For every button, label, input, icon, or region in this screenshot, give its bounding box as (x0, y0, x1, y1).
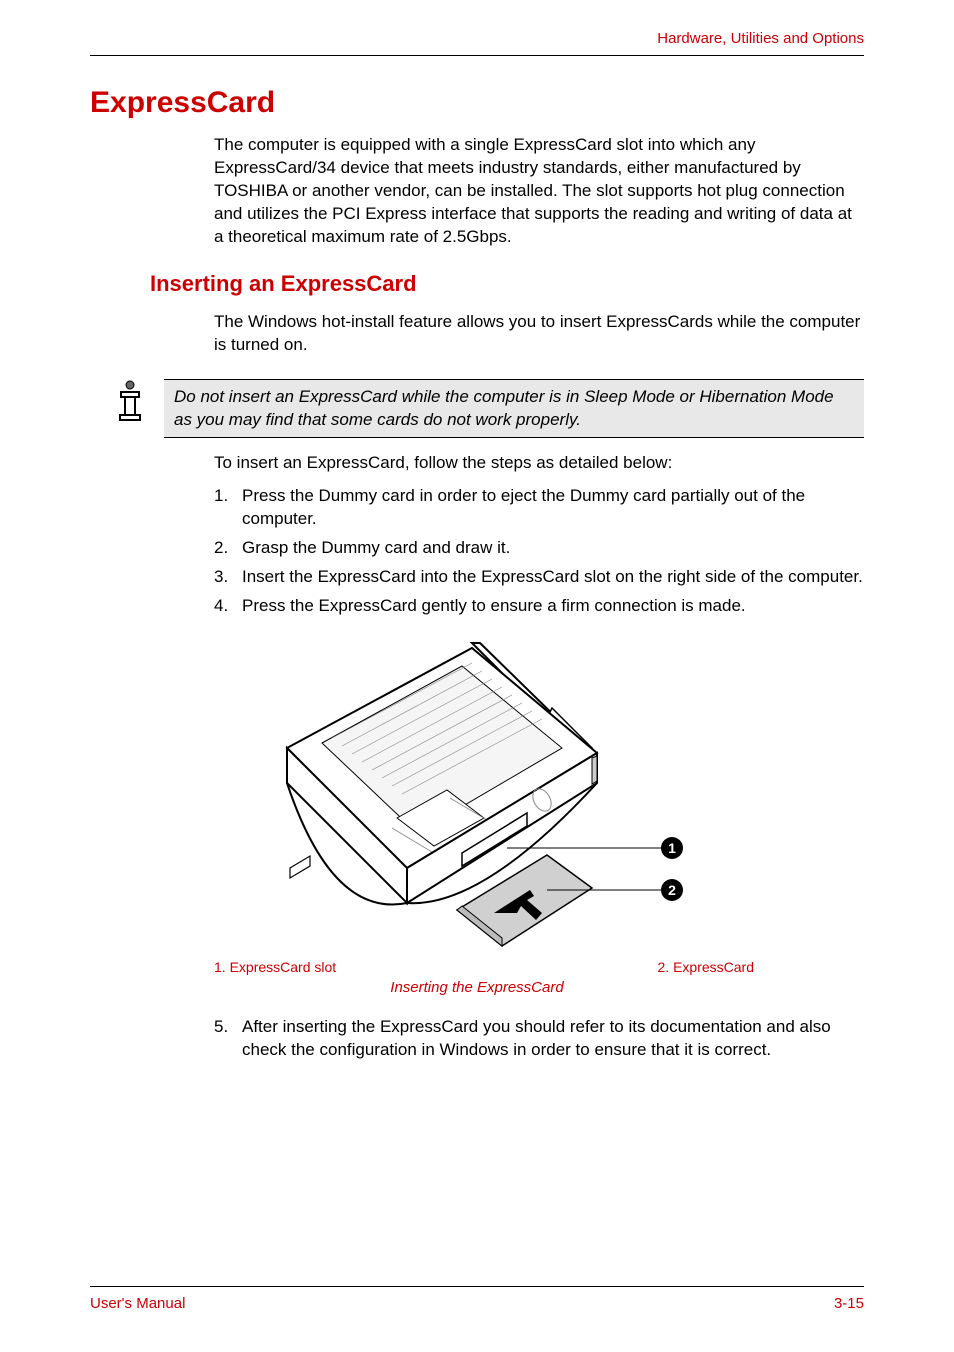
step-item: 5. After inserting the ExpressCard you s… (214, 1016, 864, 1062)
main-heading: ExpressCard (90, 86, 864, 120)
step-text: Grasp the Dummy card and draw it. (242, 537, 864, 560)
figure-caption: Inserting the ExpressCard (90, 979, 864, 996)
step-text: After inserting the ExpressCard you shou… (242, 1016, 864, 1062)
figure-legend: 1. ExpressCard slot 2. ExpressCard (214, 959, 754, 975)
step-item: 1. Press the Dummy card in order to ejec… (214, 485, 864, 531)
step-number: 3. (214, 566, 242, 589)
legend-1: 1. ExpressCard slot (214, 959, 336, 975)
step-text: Press the Dummy card in order to eject t… (242, 485, 864, 531)
step-item: 3. Insert the ExpressCard into the Expre… (214, 566, 864, 589)
figure-diagram: 1 2 (90, 638, 864, 953)
callout-1: 1 (668, 840, 676, 856)
header-text: Hardware, Utilities and Options (90, 30, 864, 56)
sub-heading: Inserting an ExpressCard (150, 271, 864, 297)
info-icon (110, 379, 150, 423)
post-step-list: 5. After inserting the ExpressCard you s… (214, 1016, 864, 1062)
footer: User's Manual 3-15 (90, 1286, 864, 1312)
step-list: 1. Press the Dummy card in order to ejec… (214, 485, 864, 618)
note-container: Do not insert an ExpressCard while the c… (90, 379, 864, 439)
step-item: 4. Press the ExpressCard gently to ensur… (214, 595, 864, 618)
sub-intro-paragraph: The Windows hot-install feature allows y… (214, 311, 864, 357)
legend-2: 2. ExpressCard (658, 959, 754, 975)
step-number: 1. (214, 485, 242, 531)
footer-right: 3-15 (834, 1295, 864, 1312)
step-item: 2. Grasp the Dummy card and draw it. (214, 537, 864, 560)
intro-paragraph: The computer is equipped with a single E… (214, 134, 864, 249)
footer-left: User's Manual (90, 1295, 185, 1312)
step-number: 2. (214, 537, 242, 560)
callout-2: 2 (668, 882, 676, 898)
step-number: 5. (214, 1016, 242, 1062)
step-number: 4. (214, 595, 242, 618)
instruction-text: To insert an ExpressCard, follow the ste… (214, 452, 864, 475)
note-text: Do not insert an ExpressCard while the c… (164, 379, 864, 439)
step-text: Insert the ExpressCard into the ExpressC… (242, 566, 864, 589)
step-text: Press the ExpressCard gently to ensure a… (242, 595, 864, 618)
